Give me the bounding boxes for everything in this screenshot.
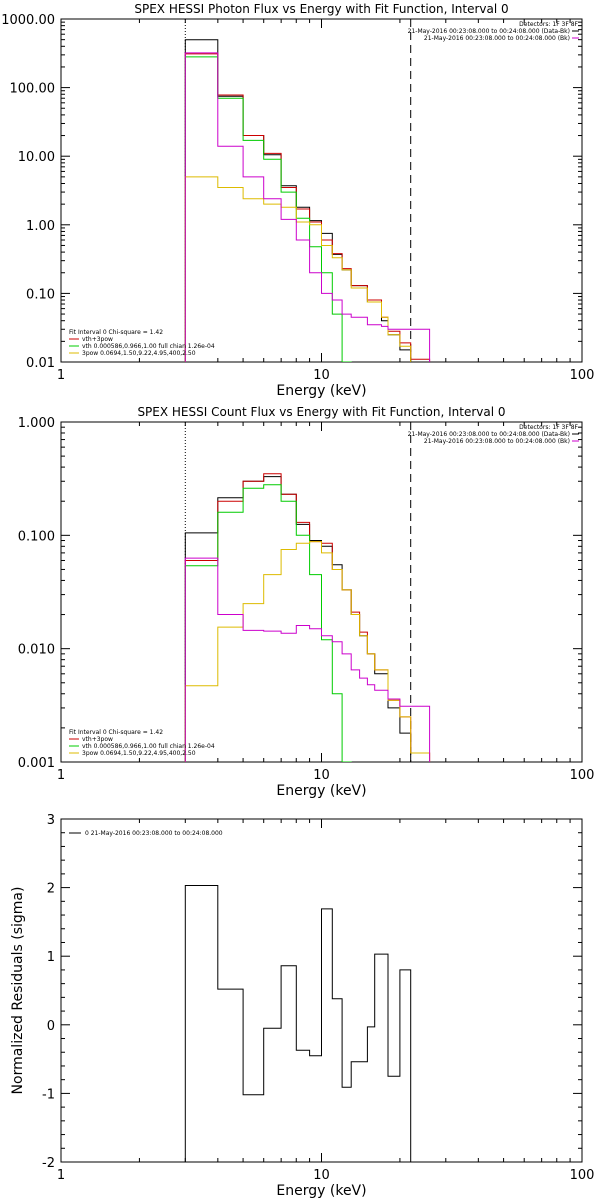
legend-entry: 3pow 0.0694,1.50,9.22,4.95,400,2.50 bbox=[82, 750, 196, 757]
series-line-3 bbox=[184, 484, 352, 762]
chart-panel-1: 1 10 100 0.01 0.10 1.00 10.00 100.00 1000.00 SPEX… bbox=[1, 2, 595, 399]
series-line-4 bbox=[184, 541, 431, 762]
y-tick-label: 0.01 bbox=[26, 356, 55, 371]
legend-entry: Fit Interval 0 Chi-square = 1.42 bbox=[69, 729, 163, 736]
y-tick-label: 100.00 bbox=[10, 82, 56, 97]
y-tick-label: 3 bbox=[47, 813, 55, 828]
legend-entry: Fit Interval 0 Chi-square = 1.42 bbox=[69, 329, 163, 336]
x-tick-label: 10 bbox=[313, 368, 330, 383]
x-axis-label: Energy (keV) bbox=[276, 1183, 366, 1199]
x-tick-label: 10 bbox=[313, 768, 330, 783]
x-axis-label: Energy (keV) bbox=[276, 783, 366, 799]
y-tick-label: 0.10 bbox=[26, 287, 55, 302]
x-tick-label: 1 bbox=[57, 368, 65, 383]
y-tick-label: 1.000 bbox=[18, 416, 55, 431]
series-line-5 bbox=[184, 52, 431, 362]
chart-panel-3: 1 10 100 -2 -1 0 1 2 3 Energy (keV) Normalized Res… bbox=[10, 813, 594, 1199]
y-tick-label: 10.00 bbox=[18, 150, 55, 165]
y-tick-label: 2 bbox=[47, 882, 55, 897]
legend-entry: 21-May-2016 00:23:08.000 to 00:24:08.000… bbox=[408, 431, 570, 438]
x-axis-label: Energy (keV) bbox=[276, 383, 366, 399]
x-tick-label: 100 bbox=[570, 1168, 595, 1183]
y-tick-label: 0 bbox=[47, 1019, 55, 1034]
legend-entry: 21-May-2016 00:23:08.000 to 00:24:08.000… bbox=[424, 35, 570, 42]
y-tick-label: 0.100 bbox=[18, 529, 55, 544]
y-axis-label: Normalized Residuals (sigma) bbox=[10, 887, 26, 1095]
legend-entry: vth 0.000586,0.966,1.00 full chian 1.26e… bbox=[82, 743, 215, 750]
chart-title: SPEX HESSI Photon Flux vs Energy with Fi… bbox=[134, 2, 508, 16]
y-tick-label: 1.00 bbox=[26, 219, 55, 234]
x-tick-label: 1 bbox=[57, 768, 65, 783]
y-tick-label: -2 bbox=[42, 1156, 55, 1171]
x-tick-label: 1 bbox=[57, 1168, 65, 1183]
x-tick-label: 10 bbox=[313, 1168, 330, 1183]
chart-title: SPEX HESSI Count Flux vs Energy with Fit… bbox=[137, 405, 505, 419]
legend-entry: Detectors: 1F 3F 8F bbox=[519, 21, 578, 28]
series-line-5 bbox=[184, 557, 431, 762]
y-tick-label: -1 bbox=[42, 1087, 55, 1102]
chart-panel-2: 1 10 100 0.001 0.010 0.100 1.000 SPEX HESSI Cou… bbox=[18, 405, 595, 799]
series-line-3 bbox=[184, 56, 352, 362]
legend-entry: Detectors: 1F 3F 8F bbox=[519, 424, 578, 431]
legend-entry: 3pow 0.0694,1.50,9.22,4.95,400,2.50 bbox=[82, 350, 196, 357]
legend-entry: vth+3pow bbox=[82, 336, 113, 343]
y-tick-label: 1000.00 bbox=[1, 13, 55, 28]
y-tick-label: 0.010 bbox=[18, 643, 55, 658]
series-line-1 bbox=[184, 39, 412, 362]
y-tick-label: 1 bbox=[47, 950, 55, 965]
series-line-1 bbox=[184, 885, 412, 1162]
x-tick-label: 100 bbox=[570, 768, 595, 783]
series-line-2 bbox=[184, 53, 431, 362]
legend-entry: vth+3pow bbox=[82, 736, 113, 743]
legend-entry: 0 21-May-2016 00:23:08.000 to 00:24:08.0… bbox=[85, 830, 223, 837]
legend-entry: 21-May-2016 00:23:08.000 to 00:24:08.000… bbox=[408, 28, 570, 35]
legend-entry: vth 0.000586,0.966,1.00 full chian 1.26e… bbox=[82, 343, 215, 350]
legend-entry: 21-May-2016 00:23:08.000 to 00:24:08.000… bbox=[424, 438, 570, 445]
series-line-4 bbox=[184, 176, 412, 362]
x-tick-label: 100 bbox=[570, 368, 595, 383]
plot-frame bbox=[60, 18, 583, 363]
y-tick-label: 0.001 bbox=[18, 756, 55, 771]
